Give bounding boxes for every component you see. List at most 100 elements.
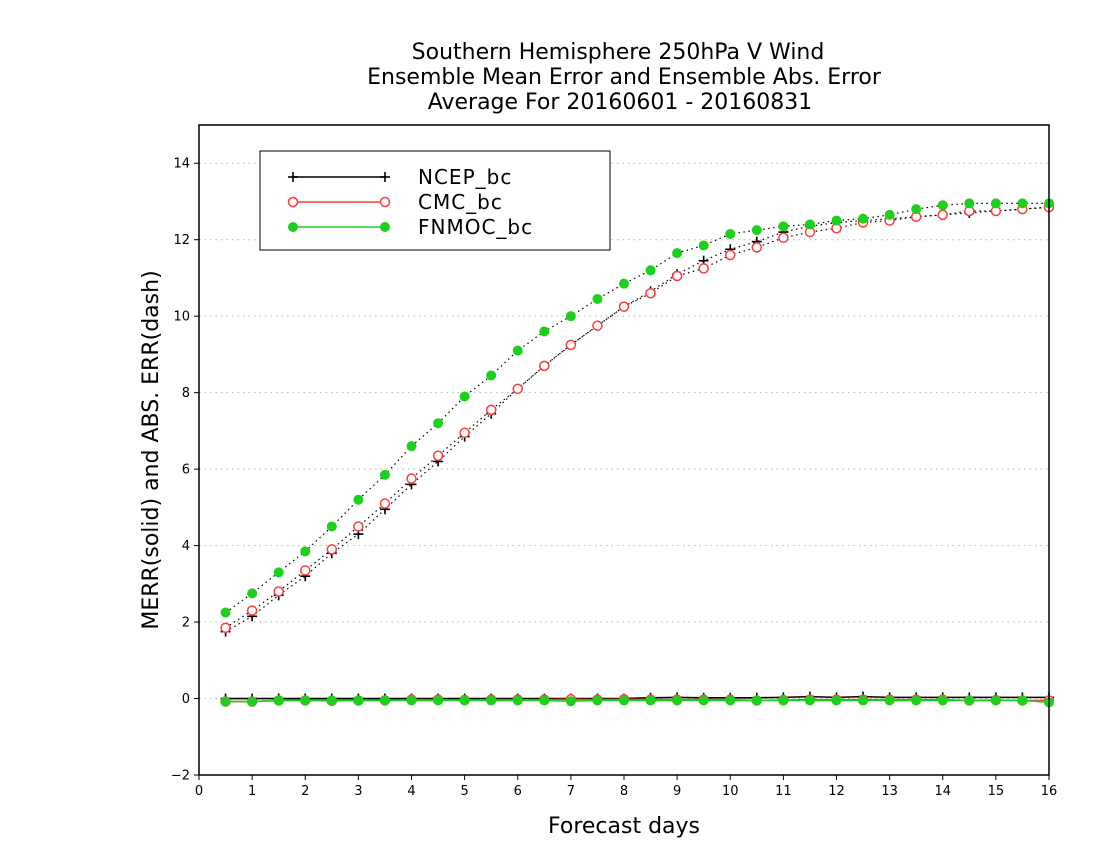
fnmoc-bc-mean-error-point <box>884 695 895 706</box>
fnmoc-bc-abs-error-point <box>353 494 364 505</box>
x-axis-title: Forecast days <box>548 814 700 839</box>
fnmoc-bc-abs-error-point <box>645 265 656 276</box>
series-fnmoc-bc <box>220 198 1054 708</box>
fnmoc-bc-mean-error-point <box>645 695 656 706</box>
fnmoc-bc-mean-error-point <box>406 695 417 706</box>
title-line-3: Average For 20160601 - 20160831 <box>428 90 813 115</box>
plot-series <box>220 198 1055 708</box>
cmc-bc-abs-error-point <box>326 544 338 555</box>
fnmoc-bc-abs-error-point <box>990 198 1001 209</box>
x-tick-label: 10 <box>722 784 739 799</box>
cmc-bc-abs-error-point <box>618 301 630 312</box>
y-tick-label: 0 <box>182 692 190 707</box>
fnmoc-bc-mean-error-point <box>353 695 364 706</box>
cmc-bc-abs-error-point <box>300 565 311 576</box>
legend-marker <box>380 222 390 232</box>
fnmoc-bc-mean-error-point <box>300 695 311 706</box>
fnmoc-bc-abs-error-point <box>831 215 842 226</box>
fnmoc-bc-mean-error-point <box>273 695 284 706</box>
fnmoc-bc-mean-error-point <box>831 695 842 706</box>
y-tick-label: 12 <box>173 233 190 248</box>
fnmoc-bc-mean-error-point <box>379 695 390 706</box>
y-tick-label: 2 <box>182 616 190 631</box>
fnmoc-bc-abs-error-point <box>751 225 762 236</box>
fnmoc-bc-mean-error-point <box>751 695 762 706</box>
fnmoc-bc-abs-error-point <box>565 311 576 322</box>
legend-marker <box>380 172 390 182</box>
fnmoc-bc-mean-error-point <box>326 695 337 706</box>
fnmoc-bc-mean-error-point <box>990 695 1001 706</box>
cmc-bc-abs-error-point <box>671 270 683 282</box>
cmc-bc-abs-error-point <box>379 498 391 509</box>
y-tick-label: 10 <box>173 310 190 325</box>
fnmoc-bc-mean-error-point <box>858 695 869 706</box>
y-tick-label: −2 <box>171 769 190 784</box>
fnmoc-bc-mean-error-point <box>433 695 444 706</box>
fnmoc-bc-mean-error-point <box>619 695 629 706</box>
cmc-bc-abs-error-point <box>246 605 258 616</box>
cmc-bc-abs-error-point <box>725 249 736 261</box>
x-tick-label: 15 <box>988 784 1005 799</box>
legend-marker <box>288 172 298 182</box>
fnmoc-bc-abs-error-line <box>225 202 1049 613</box>
legend-item-fnmoc-bc: FNMOC_bc <box>288 215 532 239</box>
cmc-bc-abs-error-point <box>459 427 470 439</box>
fnmoc-bc-mean-error-point <box>911 695 922 706</box>
legend-label: NCEP_bc <box>418 165 512 189</box>
cmc-bc-abs-error-point <box>778 232 789 244</box>
fnmoc-bc-mean-error-point <box>247 696 258 707</box>
legend-item-cmc-bc: CMC_bc <box>287 190 502 214</box>
fnmoc-bc-abs-error-point <box>858 213 869 224</box>
series-cmc-bc <box>220 201 1055 707</box>
y-tick-label: 14 <box>173 157 190 172</box>
title-line-2: Ensemble Mean Error and Ensemble Abs. Er… <box>367 65 882 90</box>
fnmoc-bc-mean-error-point <box>220 696 231 707</box>
cmc-bc-abs-error-point <box>353 521 364 532</box>
ncep-bc-abs-error-line <box>225 206 1050 633</box>
cmc-bc-abs-error-point <box>432 450 444 461</box>
y-tick-label: 6 <box>182 463 190 478</box>
cmc-bc-abs-error-line <box>225 206 1050 629</box>
legend-box <box>259 150 611 251</box>
fnmoc-bc-abs-error-point <box>619 278 629 289</box>
x-tick-label: 2 <box>301 784 309 799</box>
fnmoc-bc-mean-error-point <box>459 695 470 706</box>
fnmoc-bc-abs-error-point <box>937 200 948 211</box>
fnmoc-bc-mean-error-point <box>672 695 683 706</box>
fnmoc-bc-abs-error-point <box>964 198 975 209</box>
fnmoc-bc-abs-error-point <box>884 209 895 220</box>
fnmoc-bc-mean-error-point <box>778 695 789 706</box>
fnmoc-bc-abs-error-point <box>539 326 550 337</box>
x-tick-label: 0 <box>195 784 203 799</box>
fnmoc-bc-abs-error-point <box>911 204 922 215</box>
fnmoc-bc-mean-error-line <box>225 699 1050 704</box>
x-tick-label: 13 <box>881 784 898 799</box>
x-tick-label: 16 <box>1041 784 1058 799</box>
legend-marker <box>288 222 298 232</box>
title-line-1: Southern Hemisphere 250hPa V Wind <box>412 40 825 65</box>
cmc-bc-abs-error-point <box>592 320 603 331</box>
legend-item-ncep-bc: NCEP_bc <box>288 165 512 189</box>
fnmoc-bc-abs-error-point <box>804 219 815 230</box>
cmc-bc-abs-error-point <box>698 263 709 274</box>
fnmoc-bc-mean-error-point <box>1017 695 1028 706</box>
x-tick-label: 1 <box>248 784 256 799</box>
x-tick-label: 5 <box>460 784 468 799</box>
x-tick-label: 4 <box>407 784 415 799</box>
fnmoc-bc-mean-error-point <box>592 695 603 706</box>
cmc-bc-abs-error-point <box>485 404 497 416</box>
fnmoc-bc-abs-error-point <box>379 469 390 480</box>
series-ncep-bc <box>220 202 1054 704</box>
fnmoc-bc-abs-error-point <box>326 521 337 532</box>
x-tick-label: 7 <box>567 784 575 799</box>
fnmoc-bc-abs-error-point <box>486 370 497 381</box>
fnmoc-bc-mean-error-point <box>486 695 497 706</box>
x-tick-label: 9 <box>673 784 681 799</box>
x-tick-label: 3 <box>354 784 362 799</box>
cmc-bc-abs-error-point <box>406 473 417 484</box>
fnmoc-bc-abs-error-point <box>300 546 311 557</box>
